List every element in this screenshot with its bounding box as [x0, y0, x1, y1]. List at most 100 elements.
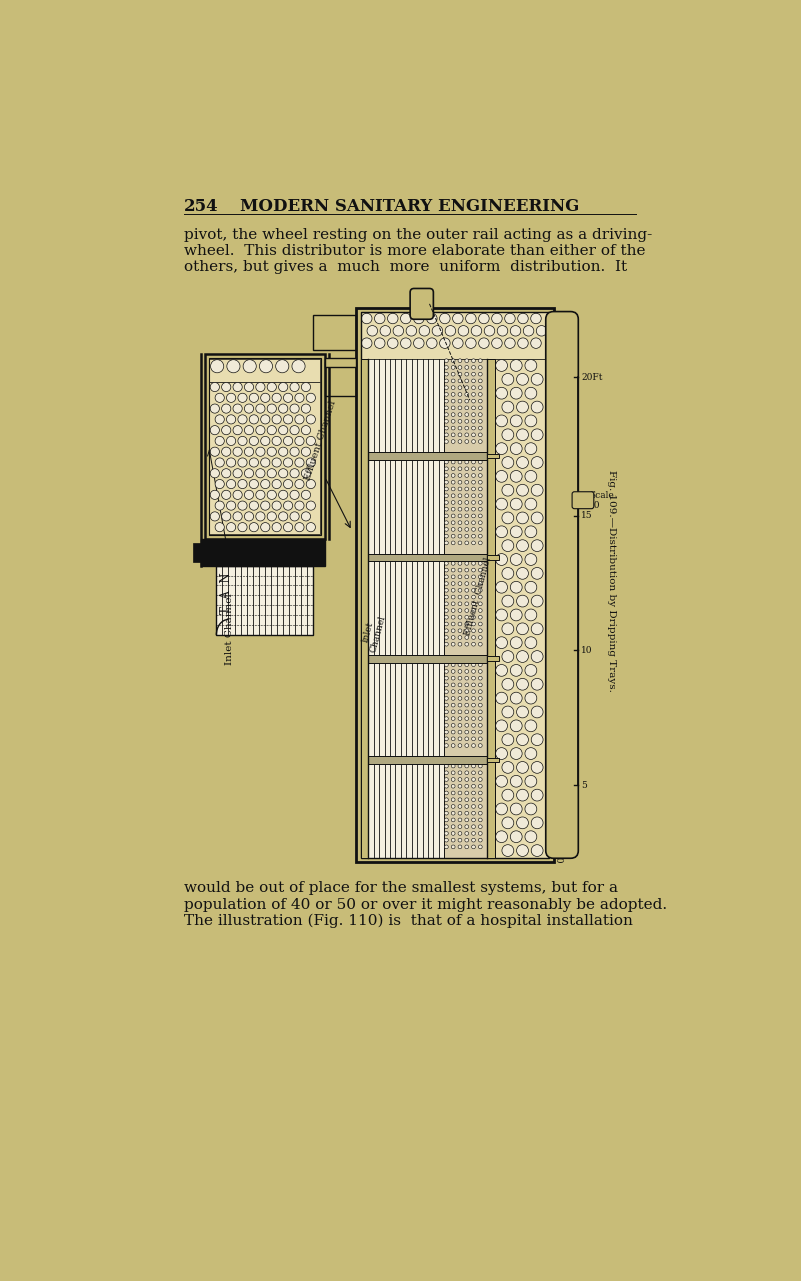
Circle shape [465, 602, 469, 606]
Circle shape [496, 803, 508, 815]
Circle shape [478, 831, 482, 835]
Circle shape [525, 720, 537, 731]
Circle shape [249, 479, 259, 488]
Circle shape [222, 491, 231, 500]
Circle shape [222, 383, 231, 392]
Circle shape [472, 412, 476, 416]
Circle shape [284, 415, 292, 424]
Circle shape [510, 415, 522, 427]
Circle shape [465, 439, 469, 443]
Circle shape [517, 456, 529, 469]
Circle shape [440, 338, 450, 348]
Bar [445, 763, 487, 857]
Circle shape [272, 501, 281, 510]
Circle shape [290, 383, 300, 392]
Circle shape [451, 737, 455, 740]
Circle shape [458, 629, 462, 633]
Bar [325, 361, 356, 396]
Circle shape [451, 480, 455, 484]
Circle shape [306, 479, 316, 488]
Circle shape [458, 561, 462, 565]
Circle shape [472, 561, 476, 565]
Circle shape [451, 825, 455, 829]
Bar [445, 662, 487, 756]
Circle shape [272, 415, 281, 424]
Circle shape [478, 569, 482, 573]
Text: Inlet
Channel: Inlet Channel [359, 612, 387, 653]
Circle shape [445, 737, 449, 740]
Circle shape [451, 365, 455, 369]
Text: Scale
10: Scale 10 [590, 491, 614, 510]
Circle shape [451, 412, 455, 416]
Bar [368, 763, 445, 857]
Circle shape [465, 365, 469, 369]
Circle shape [256, 404, 265, 414]
Circle shape [510, 608, 522, 621]
Circle shape [458, 697, 462, 701]
Circle shape [472, 724, 476, 728]
Circle shape [505, 338, 515, 348]
Circle shape [233, 404, 242, 414]
Circle shape [502, 512, 513, 524]
Circle shape [284, 457, 292, 468]
Bar [325, 357, 356, 368]
Circle shape [445, 703, 449, 707]
Circle shape [472, 501, 476, 505]
Bar [368, 460, 445, 553]
Circle shape [478, 730, 482, 734]
Circle shape [445, 439, 449, 443]
Circle shape [478, 710, 482, 714]
Circle shape [496, 692, 508, 705]
Circle shape [465, 703, 469, 707]
Circle shape [478, 427, 482, 430]
Circle shape [284, 523, 292, 532]
Circle shape [301, 383, 311, 392]
Bar [193, 543, 203, 562]
Circle shape [492, 338, 502, 348]
Circle shape [445, 662, 449, 666]
Circle shape [400, 338, 411, 348]
Circle shape [458, 771, 462, 775]
Circle shape [496, 582, 508, 593]
Circle shape [445, 784, 449, 788]
Circle shape [249, 437, 259, 446]
Circle shape [502, 789, 513, 801]
Circle shape [458, 642, 462, 646]
Circle shape [472, 439, 476, 443]
Circle shape [465, 338, 476, 348]
Circle shape [393, 325, 404, 336]
Circle shape [210, 491, 219, 500]
Circle shape [445, 792, 449, 794]
Circle shape [451, 534, 455, 538]
Circle shape [472, 825, 476, 829]
Circle shape [375, 338, 385, 348]
Circle shape [472, 716, 476, 720]
Circle shape [458, 792, 462, 794]
Circle shape [458, 588, 462, 592]
Circle shape [458, 716, 462, 720]
Circle shape [445, 534, 449, 538]
Circle shape [517, 623, 529, 634]
Circle shape [445, 765, 449, 767]
Circle shape [478, 771, 482, 775]
Text: 20Ft: 20Ft [582, 373, 603, 382]
Circle shape [472, 528, 476, 532]
Circle shape [478, 676, 482, 680]
Circle shape [458, 460, 462, 464]
Circle shape [445, 392, 449, 396]
Circle shape [465, 466, 469, 470]
Circle shape [458, 439, 462, 443]
Circle shape [465, 541, 469, 544]
Circle shape [445, 838, 449, 842]
Circle shape [451, 569, 455, 573]
Text: Effluent Channel: Effluent Channel [304, 400, 338, 482]
Circle shape [478, 419, 482, 423]
Circle shape [233, 383, 242, 392]
Circle shape [260, 479, 270, 488]
Circle shape [458, 494, 462, 497]
Circle shape [215, 501, 224, 510]
Circle shape [295, 523, 304, 532]
Circle shape [260, 360, 272, 373]
Circle shape [517, 679, 529, 690]
Circle shape [306, 415, 316, 424]
